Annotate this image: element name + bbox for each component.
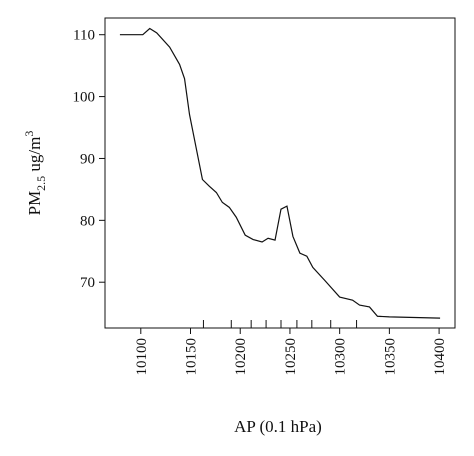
y-tick-label: 100 xyxy=(73,90,96,106)
x-tick-label: 10100 xyxy=(134,338,150,376)
y-label-sup: 3 xyxy=(22,131,36,137)
x-tick-label: 10350 xyxy=(382,338,398,376)
y-axis-label: PM2.5 ug/m3 xyxy=(22,131,48,216)
y-tick-label: 90 xyxy=(80,151,95,167)
x-tick-label: 10200 xyxy=(233,338,249,376)
data-line xyxy=(119,27,441,319)
x-tick-label: 10300 xyxy=(333,338,349,376)
x-tick-label: 10400 xyxy=(432,338,448,376)
x-axis-label: AP (0.1 hPa) xyxy=(234,417,322,436)
x-tick-label: 10250 xyxy=(283,338,299,376)
x-tick-label: 10150 xyxy=(184,338,200,376)
y-label-sub: 2.5 xyxy=(34,176,48,191)
y-tick-label: 80 xyxy=(80,213,95,229)
y-tick-label: 110 xyxy=(73,28,95,44)
y-tick-label: 70 xyxy=(80,275,95,291)
y-label-main: PM xyxy=(25,191,44,216)
y-label-unit: ug/m xyxy=(25,137,44,176)
plot-frame xyxy=(104,17,456,329)
